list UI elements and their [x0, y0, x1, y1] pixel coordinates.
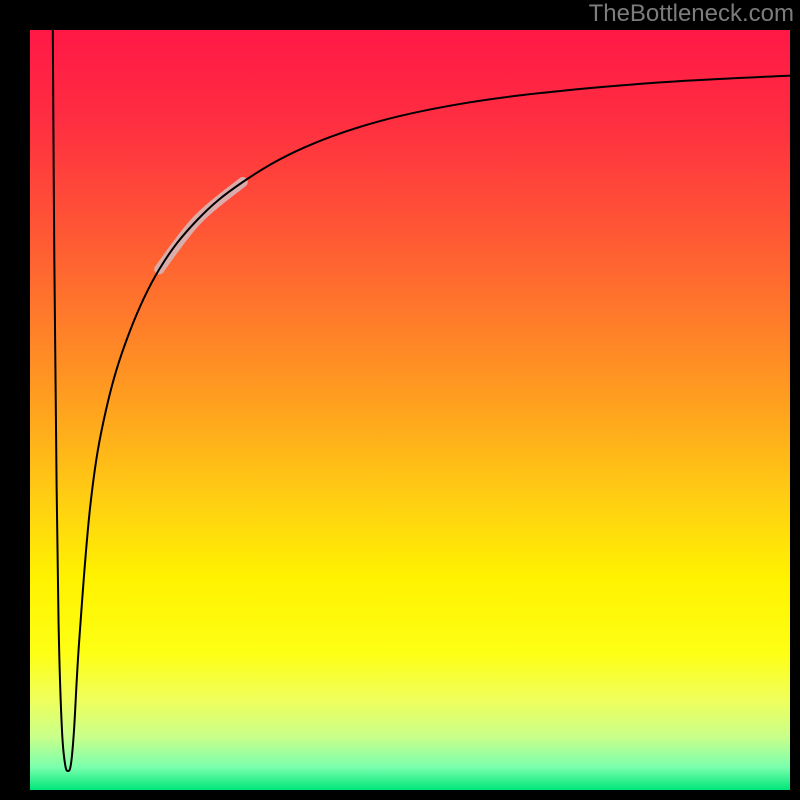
gradient-background — [30, 30, 790, 790]
outer-frame: TheBottleneck.com — [0, 0, 800, 800]
gradient-chart-svg — [30, 30, 790, 790]
plot-area — [30, 30, 790, 790]
watermark-text: TheBottleneck.com — [589, 0, 794, 28]
